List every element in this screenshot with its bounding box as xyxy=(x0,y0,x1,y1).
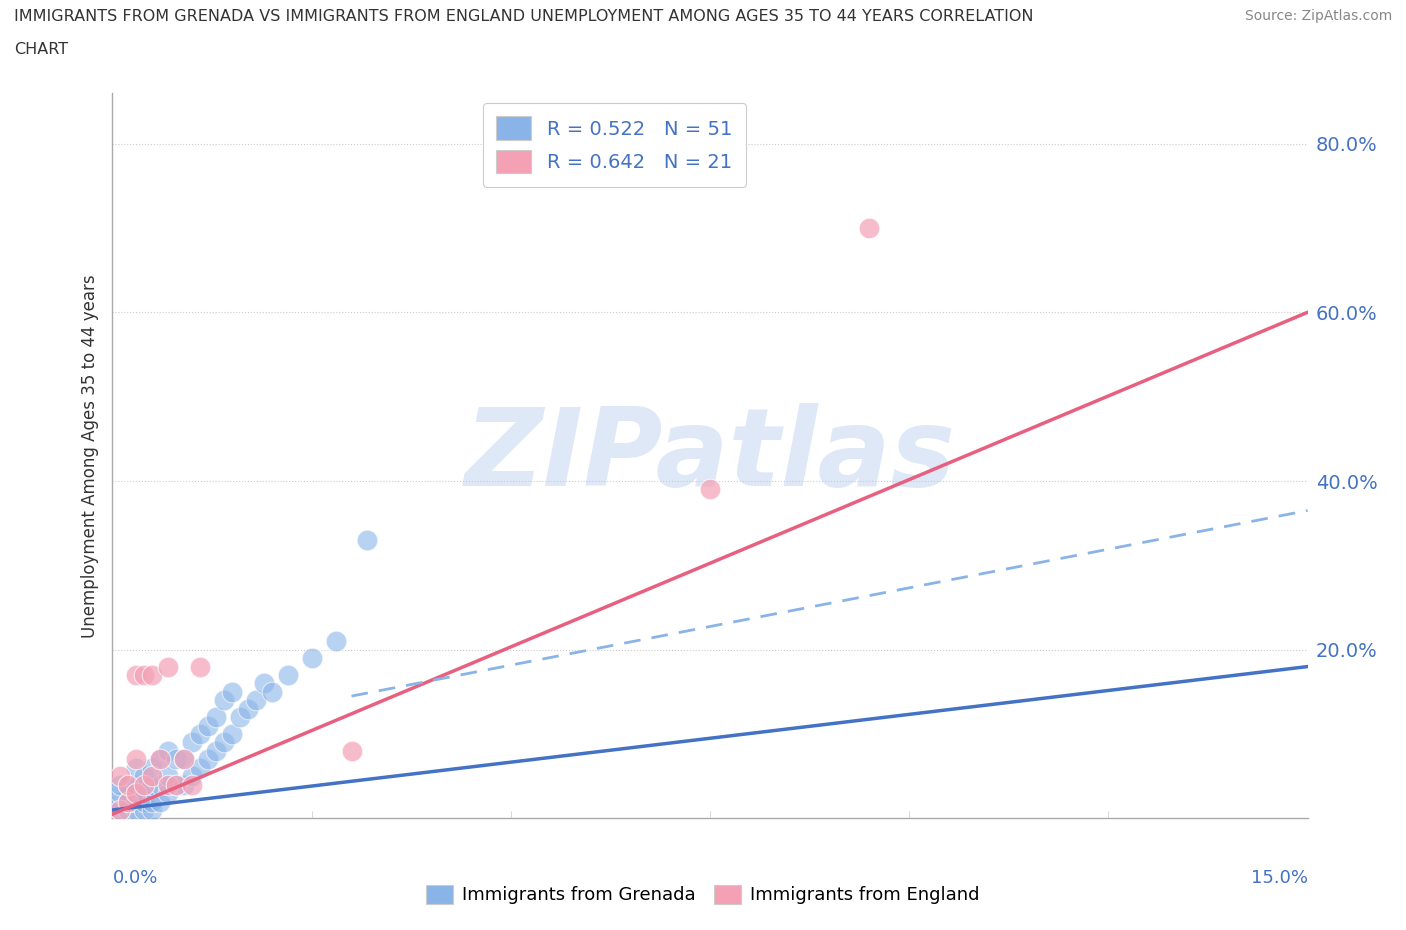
Text: Source: ZipAtlas.com: Source: ZipAtlas.com xyxy=(1244,9,1392,23)
Point xyxy=(325,634,347,649)
Point xyxy=(229,710,252,724)
Point xyxy=(157,777,180,792)
Point xyxy=(125,786,148,801)
Point xyxy=(134,786,156,801)
Point xyxy=(110,794,132,809)
Point xyxy=(165,777,187,792)
Point xyxy=(117,777,139,792)
Point xyxy=(253,676,276,691)
Point xyxy=(141,794,163,809)
Point xyxy=(117,777,139,792)
Legend: R = 0.522   N = 51, R = 0.642   N = 21: R = 0.522 N = 51, R = 0.642 N = 21 xyxy=(482,102,747,187)
Point xyxy=(125,752,148,767)
Legend: Immigrants from Grenada, Immigrants from England: Immigrants from Grenada, Immigrants from… xyxy=(419,878,987,911)
Point xyxy=(301,651,323,666)
Point xyxy=(117,803,139,817)
Point xyxy=(188,761,211,776)
Point xyxy=(134,794,156,809)
Y-axis label: Unemployment Among Ages 35 to 44 years: Unemployment Among Ages 35 to 44 years xyxy=(80,274,98,637)
Text: 0.0%: 0.0% xyxy=(112,870,157,887)
Point xyxy=(110,786,132,801)
Point xyxy=(110,769,132,784)
Point xyxy=(173,777,195,792)
Point xyxy=(157,769,180,784)
Point xyxy=(165,752,187,767)
Point xyxy=(141,769,163,784)
Point xyxy=(134,668,156,683)
Point xyxy=(134,777,156,792)
Point xyxy=(125,803,148,817)
Point xyxy=(157,743,180,758)
Point xyxy=(110,803,132,817)
Point xyxy=(149,794,172,809)
Point xyxy=(149,752,172,767)
Point xyxy=(165,777,187,792)
Point xyxy=(197,718,219,733)
Point xyxy=(125,777,148,792)
Point xyxy=(134,803,156,817)
Point xyxy=(141,761,163,776)
Point xyxy=(205,710,228,724)
Point xyxy=(221,726,243,741)
Point xyxy=(125,794,148,809)
Point xyxy=(340,743,363,758)
Point xyxy=(157,786,180,801)
Point xyxy=(125,786,148,801)
Point xyxy=(173,752,195,767)
Point xyxy=(141,777,163,792)
Point xyxy=(173,752,195,767)
Point xyxy=(110,777,132,792)
Point xyxy=(858,220,880,235)
Text: 15.0%: 15.0% xyxy=(1250,870,1308,887)
Point xyxy=(141,668,163,683)
Point xyxy=(149,777,172,792)
Point xyxy=(117,794,139,809)
Point xyxy=(141,803,163,817)
Text: CHART: CHART xyxy=(14,42,67,57)
Point xyxy=(110,803,132,817)
Point xyxy=(197,752,219,767)
Point xyxy=(188,726,211,741)
Point xyxy=(245,693,267,708)
Point xyxy=(277,668,299,683)
Point xyxy=(157,659,180,674)
Point xyxy=(134,769,156,784)
Point xyxy=(188,659,211,674)
Point xyxy=(205,743,228,758)
Point xyxy=(221,684,243,699)
Point xyxy=(212,735,235,750)
Point xyxy=(699,482,721,497)
Point xyxy=(181,769,204,784)
Point xyxy=(149,752,172,767)
Point xyxy=(356,533,378,548)
Text: IMMIGRANTS FROM GRENADA VS IMMIGRANTS FROM ENGLAND UNEMPLOYMENT AMONG AGES 35 TO: IMMIGRANTS FROM GRENADA VS IMMIGRANTS FR… xyxy=(14,9,1033,24)
Point xyxy=(212,693,235,708)
Point xyxy=(125,761,148,776)
Text: ZIPatlas: ZIPatlas xyxy=(464,403,956,509)
Point xyxy=(117,794,139,809)
Point xyxy=(236,701,259,716)
Point xyxy=(125,668,148,683)
Point xyxy=(181,777,204,792)
Point xyxy=(260,684,283,699)
Point xyxy=(181,735,204,750)
